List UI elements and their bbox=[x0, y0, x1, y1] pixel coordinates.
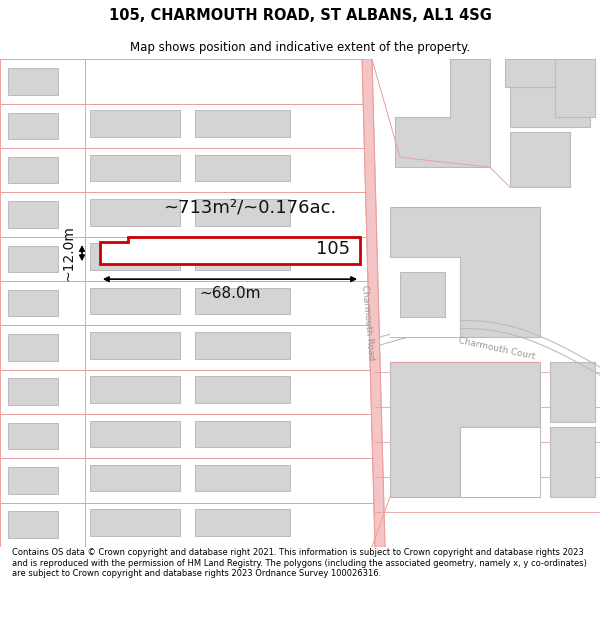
Polygon shape bbox=[8, 290, 58, 316]
Polygon shape bbox=[390, 257, 460, 337]
Polygon shape bbox=[90, 288, 180, 314]
Polygon shape bbox=[400, 272, 445, 317]
Polygon shape bbox=[550, 427, 595, 497]
Polygon shape bbox=[8, 511, 58, 538]
Polygon shape bbox=[195, 199, 290, 226]
Polygon shape bbox=[395, 59, 450, 118]
Polygon shape bbox=[195, 509, 290, 536]
Polygon shape bbox=[90, 243, 180, 270]
Text: ~12.0m: ~12.0m bbox=[61, 225, 75, 281]
Polygon shape bbox=[8, 157, 58, 184]
Polygon shape bbox=[195, 111, 290, 137]
Polygon shape bbox=[8, 201, 58, 228]
Polygon shape bbox=[8, 422, 58, 449]
Polygon shape bbox=[555, 59, 595, 118]
Polygon shape bbox=[8, 467, 58, 494]
Polygon shape bbox=[8, 112, 58, 139]
Polygon shape bbox=[390, 208, 540, 337]
Polygon shape bbox=[100, 238, 360, 264]
Text: ~713m²/~0.176ac.: ~713m²/~0.176ac. bbox=[163, 198, 337, 216]
Polygon shape bbox=[8, 334, 58, 361]
Polygon shape bbox=[90, 332, 180, 359]
Polygon shape bbox=[195, 421, 290, 447]
Text: Charmouth Court: Charmouth Court bbox=[458, 336, 536, 362]
Polygon shape bbox=[390, 362, 540, 497]
Polygon shape bbox=[90, 111, 180, 137]
Polygon shape bbox=[90, 376, 180, 403]
Polygon shape bbox=[90, 509, 180, 536]
Polygon shape bbox=[195, 465, 290, 491]
Polygon shape bbox=[362, 59, 385, 547]
Polygon shape bbox=[195, 288, 290, 314]
Polygon shape bbox=[90, 465, 180, 491]
Text: Contains OS data © Crown copyright and database right 2021. This information is : Contains OS data © Crown copyright and d… bbox=[12, 549, 587, 578]
Polygon shape bbox=[510, 132, 570, 188]
Polygon shape bbox=[195, 332, 290, 359]
Polygon shape bbox=[8, 68, 58, 95]
Polygon shape bbox=[195, 376, 290, 403]
Polygon shape bbox=[195, 243, 290, 270]
Text: Map shows position and indicative extent of the property.: Map shows position and indicative extent… bbox=[130, 41, 470, 54]
Polygon shape bbox=[90, 154, 180, 181]
Polygon shape bbox=[90, 421, 180, 447]
Polygon shape bbox=[505, 59, 560, 88]
Polygon shape bbox=[395, 59, 490, 168]
Polygon shape bbox=[8, 246, 58, 272]
Polygon shape bbox=[90, 199, 180, 226]
Text: Charmouth Road: Charmouth Road bbox=[360, 285, 376, 361]
Polygon shape bbox=[550, 362, 595, 422]
Text: 105: 105 bbox=[316, 239, 350, 258]
Text: ~68.0m: ~68.0m bbox=[199, 286, 261, 301]
Text: 105, CHARMOUTH ROAD, ST ALBANS, AL1 4SG: 105, CHARMOUTH ROAD, ST ALBANS, AL1 4SG bbox=[109, 8, 491, 23]
Polygon shape bbox=[195, 154, 290, 181]
Polygon shape bbox=[460, 427, 540, 497]
Polygon shape bbox=[510, 59, 590, 127]
Polygon shape bbox=[8, 379, 58, 405]
